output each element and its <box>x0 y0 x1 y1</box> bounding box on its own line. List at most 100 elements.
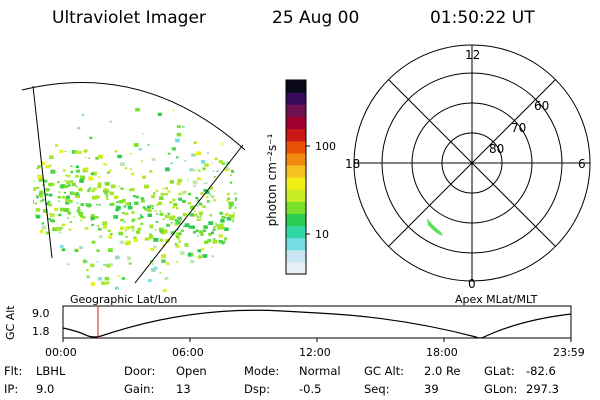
emission-pixel <box>193 141 197 144</box>
emission-pixel <box>169 180 174 184</box>
lat-label-80: 80 <box>489 142 505 156</box>
emission-pixel <box>40 195 44 198</box>
emission-pixel <box>49 164 52 167</box>
emission-pixel <box>24 190 26 191</box>
emission-pixel <box>26 193 29 195</box>
emission-pixel <box>170 222 173 224</box>
emission-pixel <box>142 206 146 209</box>
emission-pixel <box>69 221 72 223</box>
emission-pixel <box>93 187 97 191</box>
emission-pixel <box>47 275 52 280</box>
colorbar-band <box>286 189 306 202</box>
emission-pixel <box>162 188 165 190</box>
emission-pixel <box>241 208 243 209</box>
emission-pixel <box>144 184 149 189</box>
emission-pixel <box>148 235 154 239</box>
emission-pixel <box>136 230 141 234</box>
emission-pixel <box>176 220 181 225</box>
emission-pixel <box>26 192 30 195</box>
emission-pixel <box>36 186 40 189</box>
emission-pixel <box>226 199 229 202</box>
emission-pixel <box>151 206 153 208</box>
emission-pixel <box>156 213 159 215</box>
emission-pixel <box>33 212 36 217</box>
emission-pixel <box>47 269 50 272</box>
emission-pixel <box>129 153 132 155</box>
emission-pixel <box>221 251 225 254</box>
emission-pixel <box>44 193 49 196</box>
emission-pixel <box>90 214 95 218</box>
mlt-label-6: 6 <box>578 157 586 171</box>
emission-pixel <box>167 190 171 193</box>
emission-pixel <box>28 170 31 173</box>
emission-pixel <box>33 168 35 170</box>
emission-pixel <box>96 261 99 263</box>
emission-pixel <box>224 227 229 231</box>
emission-pixel <box>48 203 53 207</box>
emission-pixel <box>216 170 219 172</box>
emission-pixel <box>198 202 203 206</box>
emission-pixel <box>135 195 139 199</box>
emission-pixel <box>177 237 181 240</box>
emission-pixel <box>77 126 81 130</box>
emission-pixel <box>67 211 72 215</box>
emission-pixel <box>23 199 26 201</box>
emission-pixel <box>183 225 186 227</box>
emission-pixel <box>154 229 157 231</box>
emission-pixel <box>168 213 171 215</box>
emission-pixel <box>142 133 144 135</box>
polar-diagonal-2 <box>388 79 556 247</box>
colorbar-band <box>286 140 306 154</box>
emission-pixel <box>192 180 198 185</box>
emission-pixel <box>220 226 225 230</box>
emission-pixel <box>71 182 76 187</box>
emission-pixel <box>213 225 216 229</box>
emission-pixel <box>125 167 128 169</box>
emission-pixel <box>107 229 111 232</box>
emission-pixel <box>237 200 239 202</box>
emission-pixel <box>241 220 244 222</box>
emission-pixel <box>98 176 101 178</box>
emission-pixel <box>41 222 45 225</box>
altitude-xtick-1200: 12:00 <box>299 346 331 359</box>
emission-pixel <box>37 175 42 179</box>
emission-pixel <box>70 192 74 195</box>
emission-pixel <box>82 215 86 219</box>
emission-pixel <box>238 254 240 256</box>
emission-pixel <box>172 206 175 209</box>
emission-pixel <box>98 227 102 231</box>
emission-pixel <box>67 184 71 187</box>
emission-pixel <box>162 229 168 234</box>
emission-pixel <box>194 153 197 156</box>
emission-pixel <box>149 233 152 236</box>
emission-pixel <box>23 186 25 187</box>
emission-pixel <box>144 207 148 211</box>
emission-pixel <box>65 201 70 205</box>
emission-pixel <box>151 208 154 210</box>
colorbar-band <box>286 152 306 166</box>
emission-pixel <box>59 149 64 153</box>
emission-pixel <box>187 179 189 182</box>
emission-pixel <box>64 184 69 189</box>
emission-pixel <box>196 151 202 156</box>
emission-pixel <box>155 189 159 192</box>
emission-pixel <box>91 189 95 193</box>
instrument-title: Ultraviolet Imager <box>52 8 206 28</box>
emission-pixel <box>108 248 113 252</box>
emission-pixel <box>213 199 217 202</box>
emission-pixel <box>57 196 61 199</box>
emission-pixel <box>172 109 175 112</box>
emission-pixel <box>91 171 97 176</box>
emission-pixel <box>238 223 240 225</box>
emission-pixel <box>58 270 61 273</box>
emission-pixel <box>183 190 187 194</box>
emission-pixel <box>226 192 230 196</box>
emission-pixel <box>98 154 103 159</box>
emission-pixel <box>38 229 44 234</box>
emission-pixel <box>202 205 206 208</box>
emission-pixel <box>213 260 217 263</box>
emission-pixel <box>242 245 244 247</box>
emission-pixel <box>182 199 186 203</box>
emission-pixel <box>90 216 95 220</box>
emission-pixel <box>95 216 99 219</box>
